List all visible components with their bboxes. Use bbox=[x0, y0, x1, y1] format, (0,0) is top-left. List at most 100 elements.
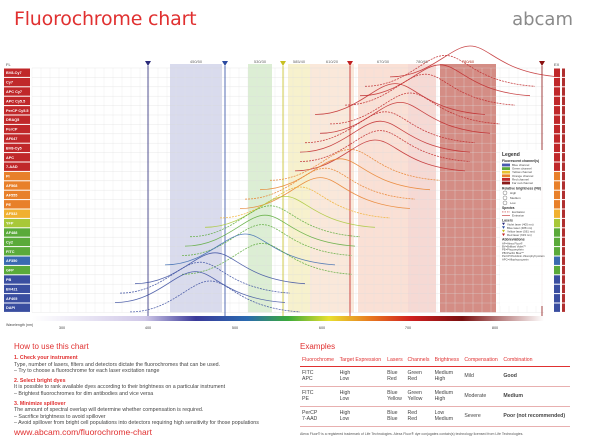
fluorochrome-label bbox=[4, 294, 30, 303]
legend-laser-label: Violet laser (405 nm) bbox=[507, 222, 534, 226]
excitation-swatch bbox=[554, 124, 560, 134]
fluorochrome-name: DRAQ5 bbox=[6, 118, 19, 122]
legend-channel-label: Blue channel bbox=[512, 163, 530, 167]
legend-laser-label: Blue laser (488 nm) bbox=[507, 226, 532, 230]
wavelength-axis-label: Wavelength (nm) bbox=[6, 323, 33, 327]
filter-band bbox=[248, 64, 272, 313]
how-to-step-line: The amount of spectral overlap will dete… bbox=[14, 407, 204, 414]
legend-title: Legend bbox=[502, 152, 520, 158]
fluorochrome-label bbox=[4, 153, 30, 162]
legend-spectra-label: Excitation bbox=[512, 210, 525, 214]
brightness-indicator bbox=[562, 275, 565, 284]
examples-column-header: Lasers bbox=[385, 355, 406, 367]
fluorochrome-label bbox=[4, 200, 30, 209]
filter-band bbox=[288, 64, 310, 313]
examples-column-header: Compensation bbox=[462, 355, 502, 367]
legend-brightness-label: High bbox=[510, 191, 517, 195]
excitation-swatch bbox=[554, 294, 560, 303]
fluorochrome-name: Cy7 bbox=[6, 81, 13, 85]
legend-lasers-title: Lasers bbox=[502, 218, 513, 222]
excitation-swatch bbox=[554, 68, 560, 77]
fluorochrome-label bbox=[4, 218, 30, 228]
laser-marker bbox=[539, 61, 545, 66]
brightness-indicator bbox=[562, 96, 565, 106]
table-cell: Medium High bbox=[432, 366, 463, 387]
fluorochrome-label bbox=[4, 265, 30, 275]
brightness-indicator bbox=[562, 124, 565, 134]
table-cell: Green Yellow bbox=[405, 386, 433, 407]
filter-band bbox=[170, 64, 222, 313]
page-title: Fluorochrome chart bbox=[14, 8, 197, 30]
fluorochrome-label bbox=[4, 209, 30, 218]
table-cell: Red Red bbox=[405, 406, 433, 427]
axis-tick-label: 700 bbox=[405, 326, 411, 330]
filter-band bbox=[310, 64, 354, 313]
brightness-indicator bbox=[562, 237, 565, 247]
laser-marker bbox=[222, 61, 228, 66]
legend-brightness-label: Low bbox=[510, 201, 516, 205]
brightness-indicator bbox=[562, 247, 565, 256]
brightness-icon bbox=[502, 200, 508, 206]
legend-abbreviation: APC=Allophycocyanin bbox=[502, 257, 529, 261]
emission-curve bbox=[364, 54, 536, 87]
emission-curve bbox=[219, 186, 391, 219]
fluorochrome-name: FITC bbox=[6, 250, 15, 254]
legend-channel-label: Far red channel bbox=[512, 181, 533, 185]
laser-icon bbox=[502, 229, 505, 233]
emission-curve bbox=[304, 111, 476, 144]
brightness-indicator bbox=[562, 200, 565, 209]
table-cell: Green Red bbox=[405, 366, 433, 387]
how-to-step-line: – Try to choose a fluorochrome for each … bbox=[14, 368, 160, 375]
laser-marker bbox=[145, 61, 151, 66]
laser-marker bbox=[347, 61, 353, 66]
emission-curve bbox=[294, 139, 466, 172]
fluorochrome-name: DAPI bbox=[6, 306, 15, 310]
emission-curve bbox=[329, 92, 501, 125]
laser-marker bbox=[280, 61, 286, 66]
excitation-swatch bbox=[554, 237, 560, 247]
brightness-indicator bbox=[562, 265, 565, 275]
legend-abbreviations-title: Abbreviations bbox=[502, 238, 525, 242]
fluorochrome-name: AF555 bbox=[6, 193, 17, 197]
table-row: PerCP 7-AAD High Low Blue Blue Red Red Low Medium… bbox=[300, 406, 570, 427]
how-to-step-title: 3. Minimize spillover bbox=[14, 400, 66, 407]
fluorochrome-name: BV8-Cy7 bbox=[6, 71, 22, 75]
fluorochrome-label bbox=[4, 96, 30, 106]
fluorochrome-label bbox=[4, 284, 30, 294]
legend-laser-label: Red laser (633 nm) bbox=[507, 233, 532, 237]
emission-curve bbox=[164, 233, 336, 266]
axis-tick-label: 800 bbox=[492, 326, 498, 330]
excitation-swatch bbox=[554, 153, 560, 162]
emission-curve bbox=[299, 120, 471, 153]
legend-channel-swatch bbox=[502, 167, 510, 170]
fluorochrome-name: AF405 bbox=[6, 297, 17, 301]
emission-curve bbox=[259, 158, 431, 191]
brightness-indicator bbox=[562, 303, 565, 312]
legend-channel-swatch bbox=[502, 181, 510, 185]
emission-curve bbox=[299, 130, 471, 162]
brightness-indicator bbox=[562, 115, 565, 124]
axis-tick-label: 300 bbox=[59, 326, 65, 330]
how-to-title: How to use this chart bbox=[14, 342, 89, 351]
brightness-indicator bbox=[562, 106, 565, 115]
fluorochrome-label bbox=[4, 124, 30, 134]
table-cell: Medium High bbox=[432, 386, 463, 407]
brightness-icon bbox=[502, 190, 508, 196]
emission-curve bbox=[389, 45, 561, 78]
fluorochrome-name: AF488 bbox=[6, 231, 17, 235]
examples-column-header: Brightness bbox=[432, 355, 463, 367]
legend-channel-label: Green channel bbox=[512, 167, 532, 171]
ex-column-header: EX bbox=[554, 62, 560, 67]
fluorochrome-label bbox=[4, 87, 30, 96]
legend-channel-label: Red channel bbox=[512, 177, 529, 181]
excitation-swatch bbox=[554, 275, 560, 284]
emission-curve bbox=[189, 205, 361, 238]
excitation-swatch bbox=[554, 115, 560, 124]
brightness-indicator bbox=[562, 162, 565, 171]
footer-url[interactable]: www.abcam.com/fluorochrome-chart bbox=[14, 427, 152, 437]
brightness-indicator bbox=[562, 181, 565, 190]
excitation-swatch bbox=[554, 256, 560, 265]
emission-curve bbox=[114, 271, 286, 303]
excitation-swatch bbox=[554, 96, 560, 106]
